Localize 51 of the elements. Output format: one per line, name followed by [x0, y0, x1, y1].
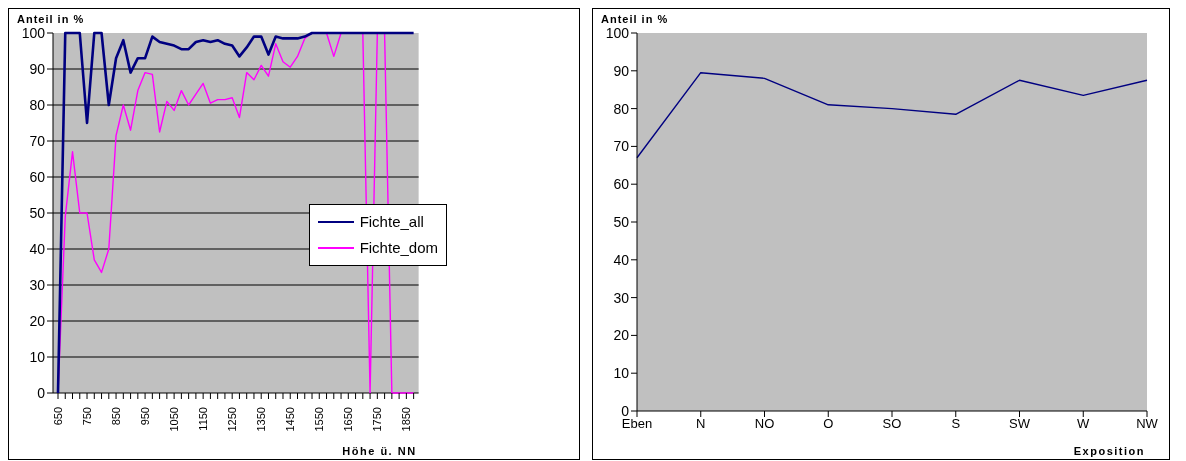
x-tick-label: 750 [81, 407, 94, 426]
x-tick-label: 1850 [400, 407, 413, 432]
x-tick-label: 1450 [284, 407, 297, 432]
y-tick-label: 70 [29, 132, 46, 149]
y-tick-label: 0 [621, 402, 630, 419]
x-tick-label: 1650 [342, 407, 355, 432]
y-tick-label: 10 [29, 348, 46, 365]
y-tick-label: 0 [37, 384, 46, 401]
x-tick-label: 1750 [371, 407, 384, 432]
x-tick-label: Eben [621, 416, 653, 432]
x-tick-label: 1250 [226, 407, 239, 432]
y-tick-label: 10 [613, 365, 630, 382]
x-tick-label: O [823, 416, 834, 432]
y-tick-label: 40 [29, 240, 46, 257]
y-tick-label: 20 [613, 327, 630, 344]
x-tick-label: N [696, 416, 706, 432]
x-axis-title: Exposition [1073, 445, 1145, 457]
x-tick-label: 650 [52, 407, 64, 426]
legend-label: Fichte_all [359, 212, 424, 232]
y-tick-label: 100 [605, 24, 630, 41]
y-axis-title: Anteil in % [17, 13, 85, 25]
x-tick-label: 950 [139, 407, 152, 426]
y-axis-title: Anteil in % [601, 13, 669, 25]
x-tick-label: 1350 [255, 407, 268, 432]
y-tick-label: 80 [613, 100, 630, 117]
y-tick-label: 50 [613, 213, 630, 230]
x-axis-title: Höhe ü. NN [342, 445, 417, 457]
legend-label: Fichte_dom [359, 238, 438, 258]
y-tick-label: 70 [613, 138, 630, 155]
y-tick-label: 40 [613, 251, 630, 268]
x-tick-label: SO [882, 416, 902, 432]
y-tick-label: 80 [29, 96, 46, 113]
x-tick-label: 1150 [197, 407, 210, 431]
y-tick-label: 30 [613, 289, 630, 306]
y-tick-label: 90 [29, 60, 46, 77]
x-tick-label: S [951, 416, 961, 432]
x-tick-label: 850 [110, 407, 123, 426]
y-tick-label: 60 [29, 168, 46, 185]
x-tick-label: NO [754, 416, 775, 432]
y-tick-label: 50 [29, 204, 46, 221]
y-tick-label: 90 [613, 62, 630, 79]
x-tick-label: W [1077, 416, 1091, 432]
y-tick-label: 60 [613, 176, 630, 193]
x-tick-label: 1550 [313, 407, 326, 432]
line-series [636, 71, 1148, 159]
y-tick-label: 100 [21, 24, 46, 41]
y-tick-label: 20 [29, 312, 46, 329]
y-tick-label: 30 [29, 276, 46, 293]
x-tick-label: NW [1136, 416, 1159, 432]
x-tick-label: 1050 [168, 407, 181, 432]
x-tick-label: SW [1009, 416, 1031, 432]
